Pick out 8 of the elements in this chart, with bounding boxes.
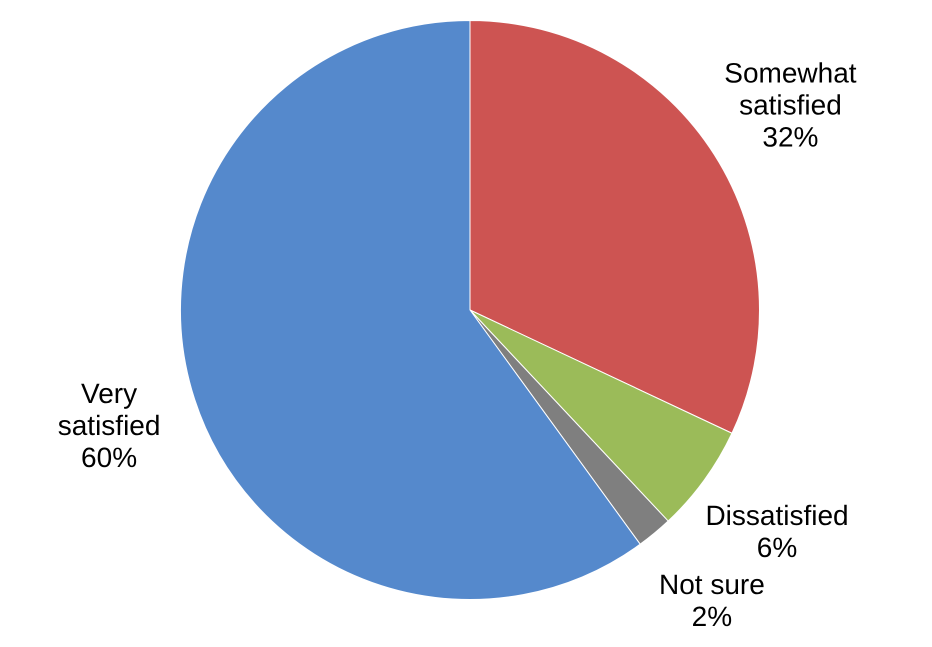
data-label: 2% [692, 601, 732, 632]
slice-label: Somewhat satisfied [724, 57, 857, 120]
slice-label: Dissatisfied [705, 500, 849, 531]
slice-label: Very satisfied [58, 378, 160, 441]
data-label: 6% [756, 532, 798, 563]
slice-label: Not sure [658, 569, 765, 600]
data-label: 60% [81, 442, 138, 473]
data-label: 32% [762, 121, 818, 152]
